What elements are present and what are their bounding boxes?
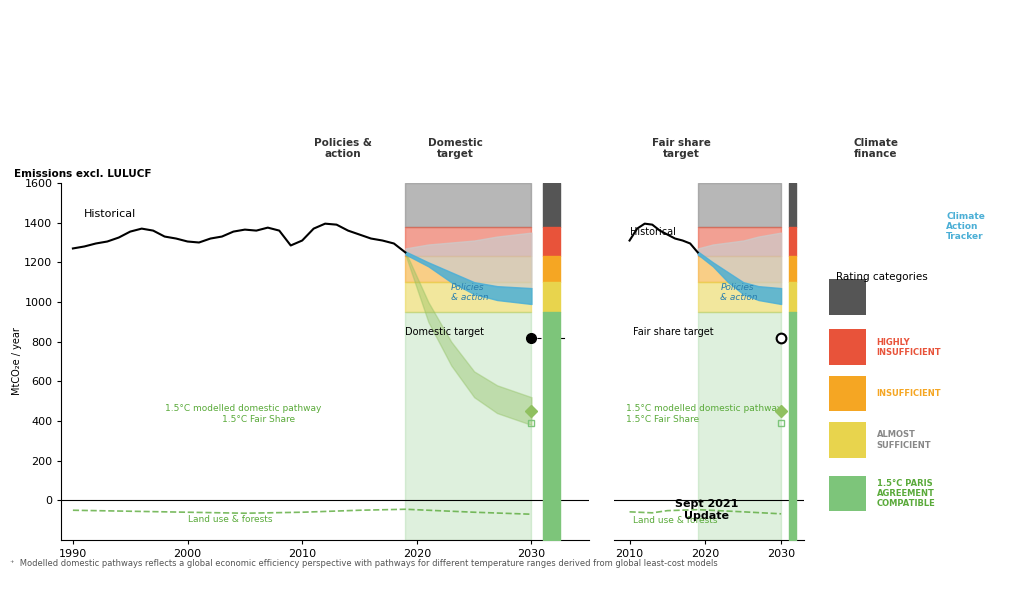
Text: Land use & forests: Land use & forests [187, 515, 272, 524]
Text: < 3°C World: < 3°C World [315, 217, 371, 226]
Text: INSUFFICIENT: INSUFFICIENT [845, 217, 906, 226]
FancyBboxPatch shape [829, 422, 866, 458]
Text: Domestic target: Domestic target [406, 327, 484, 337]
Text: Emissions excl. LULUCF: Emissions excl. LULUCF [14, 169, 152, 179]
Text: Fair share target: Fair share target [633, 327, 714, 337]
Text: Climate
Action
Tracker: Climate Action Tracker [946, 212, 985, 241]
Text: HIGHLY
INSUFFICIENT: HIGHLY INSUFFICIENT [877, 338, 941, 357]
Text: INSUFFICIENT: INSUFFICIENT [877, 389, 941, 398]
Text: Fair share
target: Fair share target [651, 137, 711, 159]
FancyBboxPatch shape [829, 376, 866, 412]
Text: Historical: Historical [84, 209, 136, 219]
Text: CRITICALLY: CRITICALLY [845, 190, 906, 200]
FancyBboxPatch shape [829, 476, 866, 511]
Text: ALMOST
SUFFICIENT: ALMOST SUFFICIENT [877, 430, 931, 450]
Text: JAPAN OVERALL RATING: JAPAN OVERALL RATING [438, 18, 586, 31]
Text: CRITICALLY
INSUFFICIENT: CRITICALLY INSUFFICIENT [877, 287, 941, 307]
Text: INSUFFICIENT: INSUFFICIENT [305, 190, 381, 200]
Text: 1.5°C modelled domestic pathway: 1.5°C modelled domestic pathway [626, 404, 782, 413]
Text: SUFFICIENT
< 2°C World: SUFFICIENT < 2°C World [428, 212, 483, 232]
Text: 1.5°C Fair Share: 1.5°C Fair Share [626, 415, 699, 424]
Text: Historical: Historical [630, 227, 676, 236]
Text: Policies &
action: Policies & action [314, 137, 372, 159]
Text: INSUFFICIENT: INSUFFICIENT [643, 190, 719, 200]
Text: Policies
& action: Policies & action [452, 283, 488, 302]
Text: Land use & forests: Land use & forests [633, 516, 718, 525]
Text: < 3°C World: < 3°C World [653, 217, 709, 226]
Text: Sept 2021
Update: Sept 2021 Update [675, 499, 738, 521]
Text: Policies
& action: Policies & action [721, 283, 758, 302]
Text: ⁺  Modelled domestic pathways reflects a global economic efficiency perspective : ⁺ Modelled domestic pathways reflects a … [10, 559, 718, 569]
Text: Domestic
target: Domestic target [428, 137, 483, 159]
Text: 1.5°C PARIS
AGREEMENT
COMPATIBLE: 1.5°C PARIS AGREEMENT COMPATIBLE [877, 479, 935, 508]
Text: INSUFFICIENT: INSUFFICIENT [404, 49, 620, 77]
FancyBboxPatch shape [829, 280, 866, 315]
Y-axis label: MtCO₂e / year: MtCO₂e / year [11, 328, 22, 395]
Text: BASED ON FAIR SHARE: BASED ON FAIR SHARE [651, 101, 803, 114]
FancyBboxPatch shape [829, 329, 866, 365]
Text: Climate
finance: Climate finance [853, 137, 898, 159]
Text: BASED ON MODELLED DOMESTIC PATHWAYS⁺: BASED ON MODELLED DOMESTIC PATHWAYS⁺ [153, 101, 452, 114]
Text: 1.5°C modelled domestic pathway: 1.5°C modelled domestic pathway [165, 404, 321, 413]
Text: ALMOST: ALMOST [433, 190, 478, 200]
Text: 1.5°C Fair Share: 1.5°C Fair Share [222, 415, 295, 424]
Text: Rating categories: Rating categories [836, 272, 928, 282]
